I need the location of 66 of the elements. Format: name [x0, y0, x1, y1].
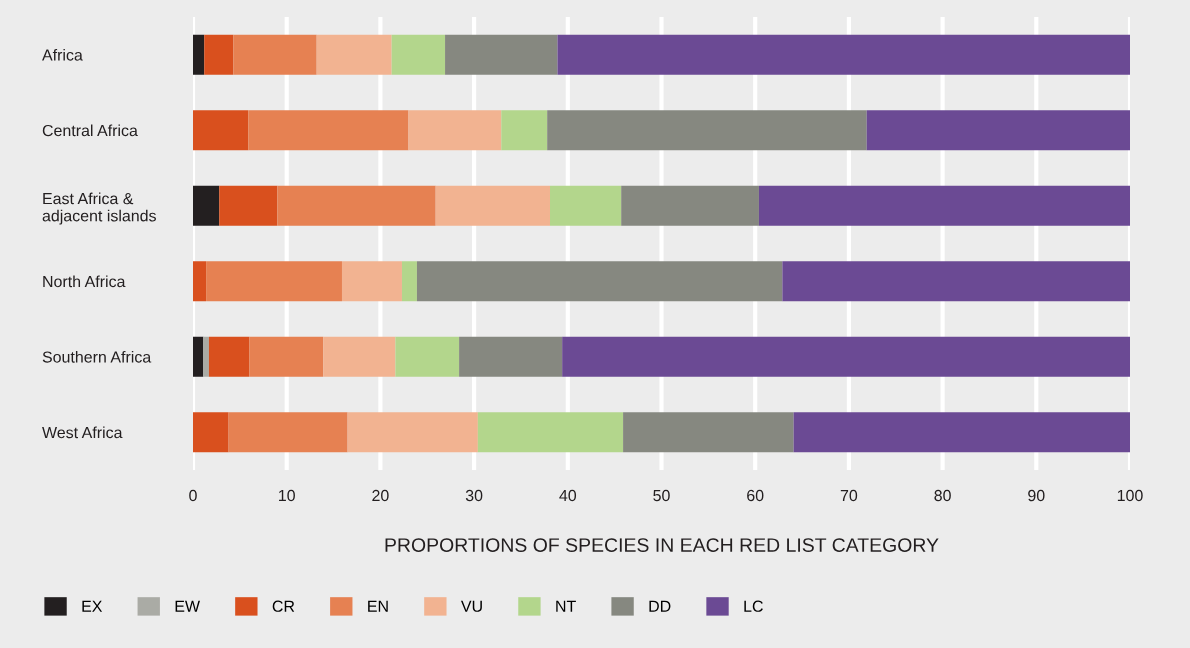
bar	[341, 261, 402, 302]
bar	[316, 34, 392, 75]
bar	[782, 261, 1130, 302]
bar	[623, 412, 794, 453]
bar	[204, 34, 234, 75]
x-tick-label: 10	[279, 489, 295, 502]
bar	[793, 412, 1130, 453]
legend-label: EN	[368, 600, 388, 612]
bar	[277, 185, 436, 226]
x-tick-label: 50	[653, 489, 670, 502]
bar	[193, 412, 229, 453]
bar	[557, 34, 1130, 75]
legend-label: VU	[460, 600, 482, 612]
bar	[206, 261, 342, 302]
bar	[391, 34, 446, 75]
bar	[550, 185, 622, 226]
y-tick-label: Africa	[42, 48, 83, 61]
bar	[193, 34, 205, 75]
bar	[401, 261, 417, 302]
bar	[193, 261, 207, 302]
bar	[547, 110, 867, 151]
legend-label: EX	[82, 600, 103, 612]
bar	[758, 185, 1130, 226]
x-tick-label: 40	[559, 489, 577, 502]
bar	[219, 185, 278, 226]
bar	[347, 412, 478, 453]
bar	[395, 336, 460, 377]
bar	[459, 336, 563, 377]
x-tick-label: 0	[189, 489, 197, 502]
bar	[228, 412, 348, 453]
x-tick-label: 60	[747, 489, 764, 502]
bar	[208, 336, 250, 377]
bar	[193, 336, 204, 377]
bar	[621, 185, 759, 226]
y-tick-label: West Africa	[42, 426, 123, 439]
legend-label: DD	[649, 600, 671, 612]
bar	[866, 110, 1130, 151]
x-tick-label: 100	[1117, 489, 1143, 502]
bar	[248, 110, 409, 151]
bar	[233, 34, 317, 75]
legend-label: CR	[272, 600, 295, 612]
bar	[416, 261, 783, 302]
legend-label: NT	[556, 600, 576, 612]
bar	[562, 336, 1130, 377]
bar	[501, 110, 548, 151]
x-axis-title: PROPORTIONS OF SPECIES IN EACH RED LIST CATEGORY	[385, 538, 939, 552]
bar	[193, 185, 220, 226]
x-tick-label: 30	[465, 489, 483, 502]
legend-label: EW	[175, 600, 200, 612]
bar	[323, 336, 396, 377]
bar	[477, 412, 624, 453]
bar	[435, 185, 550, 226]
x-tick-label: 80	[934, 489, 951, 502]
bar	[193, 110, 249, 151]
legend-label: LC	[744, 600, 763, 612]
bar	[408, 110, 502, 151]
x-tick-label: 70	[840, 489, 858, 502]
y-tick-label: Central Africa	[42, 124, 138, 137]
bar	[249, 336, 324, 377]
bar	[445, 34, 558, 75]
y-tick-label: East Africa & adjacent islands	[42, 192, 156, 225]
y-tick-label: North Africa	[43, 275, 126, 288]
x-tick-label: 90	[1028, 489, 1045, 502]
bar	[203, 336, 209, 377]
x-tick-label: 20	[372, 489, 389, 502]
y-tick-label: Southern Africa	[42, 350, 152, 363]
